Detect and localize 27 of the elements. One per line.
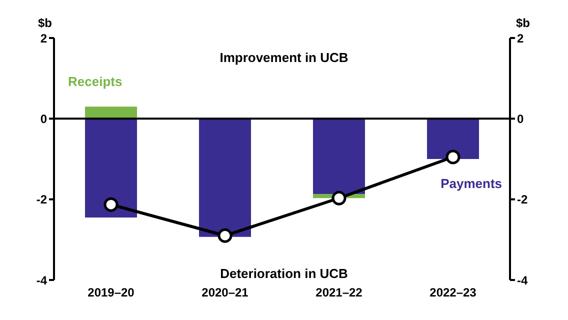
x-tick-label: 2022–23 (430, 286, 477, 300)
series-label: Receipts (68, 74, 122, 89)
y-tick-label: 0 (40, 112, 48, 126)
x-tick-label: 2019–20 (88, 286, 135, 300)
bar (199, 118, 251, 237)
point (218, 228, 232, 243)
point (104, 197, 118, 212)
y-axis-title: $b (38, 16, 52, 30)
series-label: Payments (440, 176, 502, 191)
bar (313, 118, 365, 194)
y2-tick-label: 2 (517, 31, 524, 46)
y-tick-label: -4 (36, 273, 48, 288)
x-tick-label: 2020–21 (202, 286, 249, 300)
y-tick-label: 2 (40, 31, 48, 46)
point (446, 150, 460, 164)
x-tick-label: 2021–22 (316, 286, 363, 300)
y2-tick-label: -4 (517, 273, 528, 288)
annotation: Improvement in UCB (218, 50, 350, 65)
bar (85, 106, 137, 119)
y2-axis-title: $b (516, 16, 530, 30)
y2-tick-label: 0 (517, 112, 524, 126)
y2-tick-label: -2 (517, 192, 528, 207)
annotation: Deterioration in UCB (220, 266, 348, 281)
bar (85, 118, 137, 218)
point (332, 190, 346, 206)
y-tick-label: -2 (36, 192, 48, 207)
bar (427, 118, 479, 159)
